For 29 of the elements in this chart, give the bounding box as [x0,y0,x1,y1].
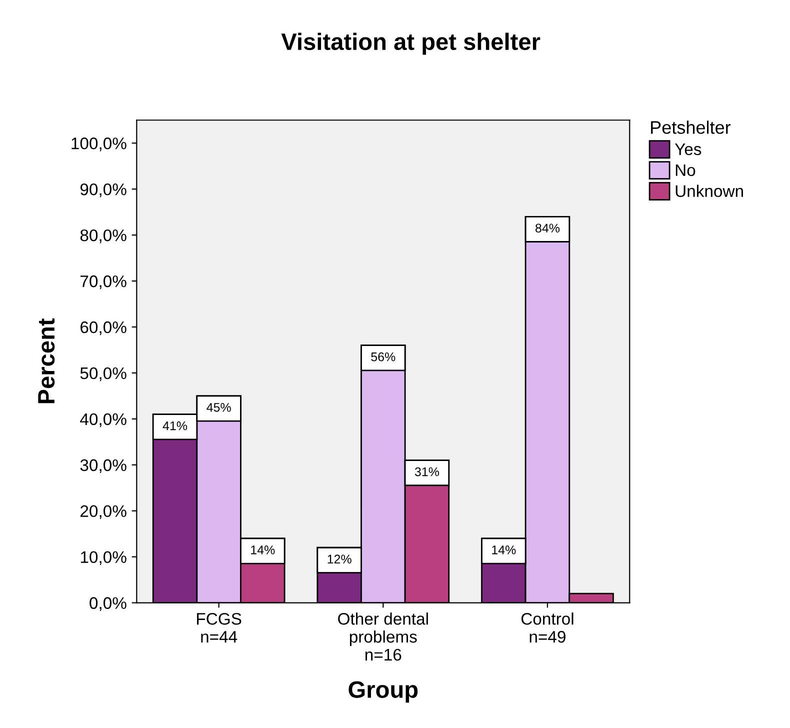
x-tick-label: FCGS n=44 [197,612,242,643]
data-label: 41% [162,421,188,430]
legend-title: Petshelter [651,120,731,134]
x-tick-label: Control n=49 [521,612,574,643]
y-tick-label: 80,0% [80,229,126,244]
y-tick-label: 30,0% [80,459,126,474]
legend-label: Unknown [676,184,743,198]
y-tick-label: 20,0% [80,505,126,520]
data-label: 12% [328,554,352,564]
y-tick-label: 70,0% [80,275,126,290]
y-tick-label: 10,0% [80,551,126,565]
y-tick-label: 0,0% [90,597,126,611]
data-label: 14% [492,546,516,554]
chart-title: Visitation at pet shelter [281,32,540,55]
legend-label: No [676,164,696,176]
data-label: 56% [371,352,396,362]
y-tick-label: 60,0% [80,321,126,336]
x-tick-label: Other dental problems n=16 [338,612,428,661]
x-axis-title: Group [348,681,418,703]
y-axis-title: Percent [38,318,55,404]
data-label: 31% [414,467,440,476]
y-tick-label: 40,0% [80,413,126,428]
legend-label: Yes [674,144,702,156]
data-label: 45% [206,403,231,412]
y-tick-label: 50,0% [80,367,126,382]
y-tick-label: 100,0% [72,138,126,152]
y-tick-label: 90,0% [80,183,126,198]
data-label: 14% [251,546,275,554]
data-label: 84% [536,224,560,233]
